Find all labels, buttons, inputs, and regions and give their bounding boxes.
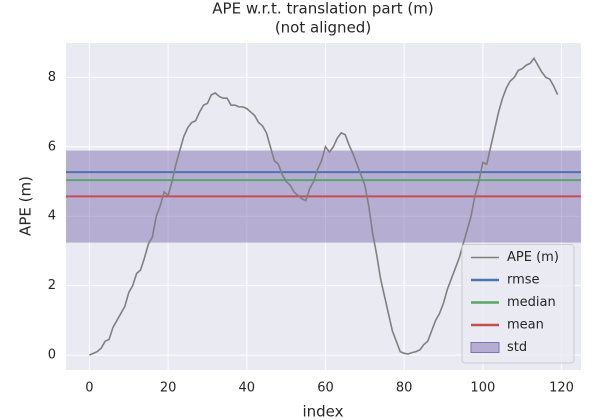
- x-tick-label: 80: [396, 381, 413, 396]
- y-tick-label: 8: [48, 70, 56, 85]
- legend-label: rmse: [507, 273, 540, 288]
- y-axis-label: APE (m): [17, 176, 35, 236]
- y-tick-label: 2: [48, 278, 56, 293]
- x-tick-label: 100: [470, 381, 495, 396]
- legend-label: median: [507, 295, 556, 310]
- chart-title: APE w.r.t. translation part (m): [212, 0, 433, 18]
- data-line: [89, 56, 559, 356]
- x-axis-label: index: [302, 403, 343, 420]
- chart-subtitle: (not aligned): [275, 19, 371, 37]
- legend-swatch: [470, 342, 500, 353]
- x-tick-label: 60: [317, 381, 334, 396]
- x-tick-label: 120: [549, 381, 574, 396]
- x-tick-label: 40: [239, 381, 256, 396]
- legend-label: mean: [507, 318, 544, 333]
- legend-box: [461, 244, 575, 364]
- x-tick-label: 0: [85, 381, 93, 396]
- x-tick-label: 20: [160, 381, 177, 396]
- legend-label: APE (m): [507, 250, 559, 265]
- y-tick-label: 0: [48, 348, 56, 363]
- y-tick-label: 6: [48, 139, 56, 154]
- legend-label: std: [507, 340, 527, 355]
- y-tick-label: 4: [48, 209, 56, 224]
